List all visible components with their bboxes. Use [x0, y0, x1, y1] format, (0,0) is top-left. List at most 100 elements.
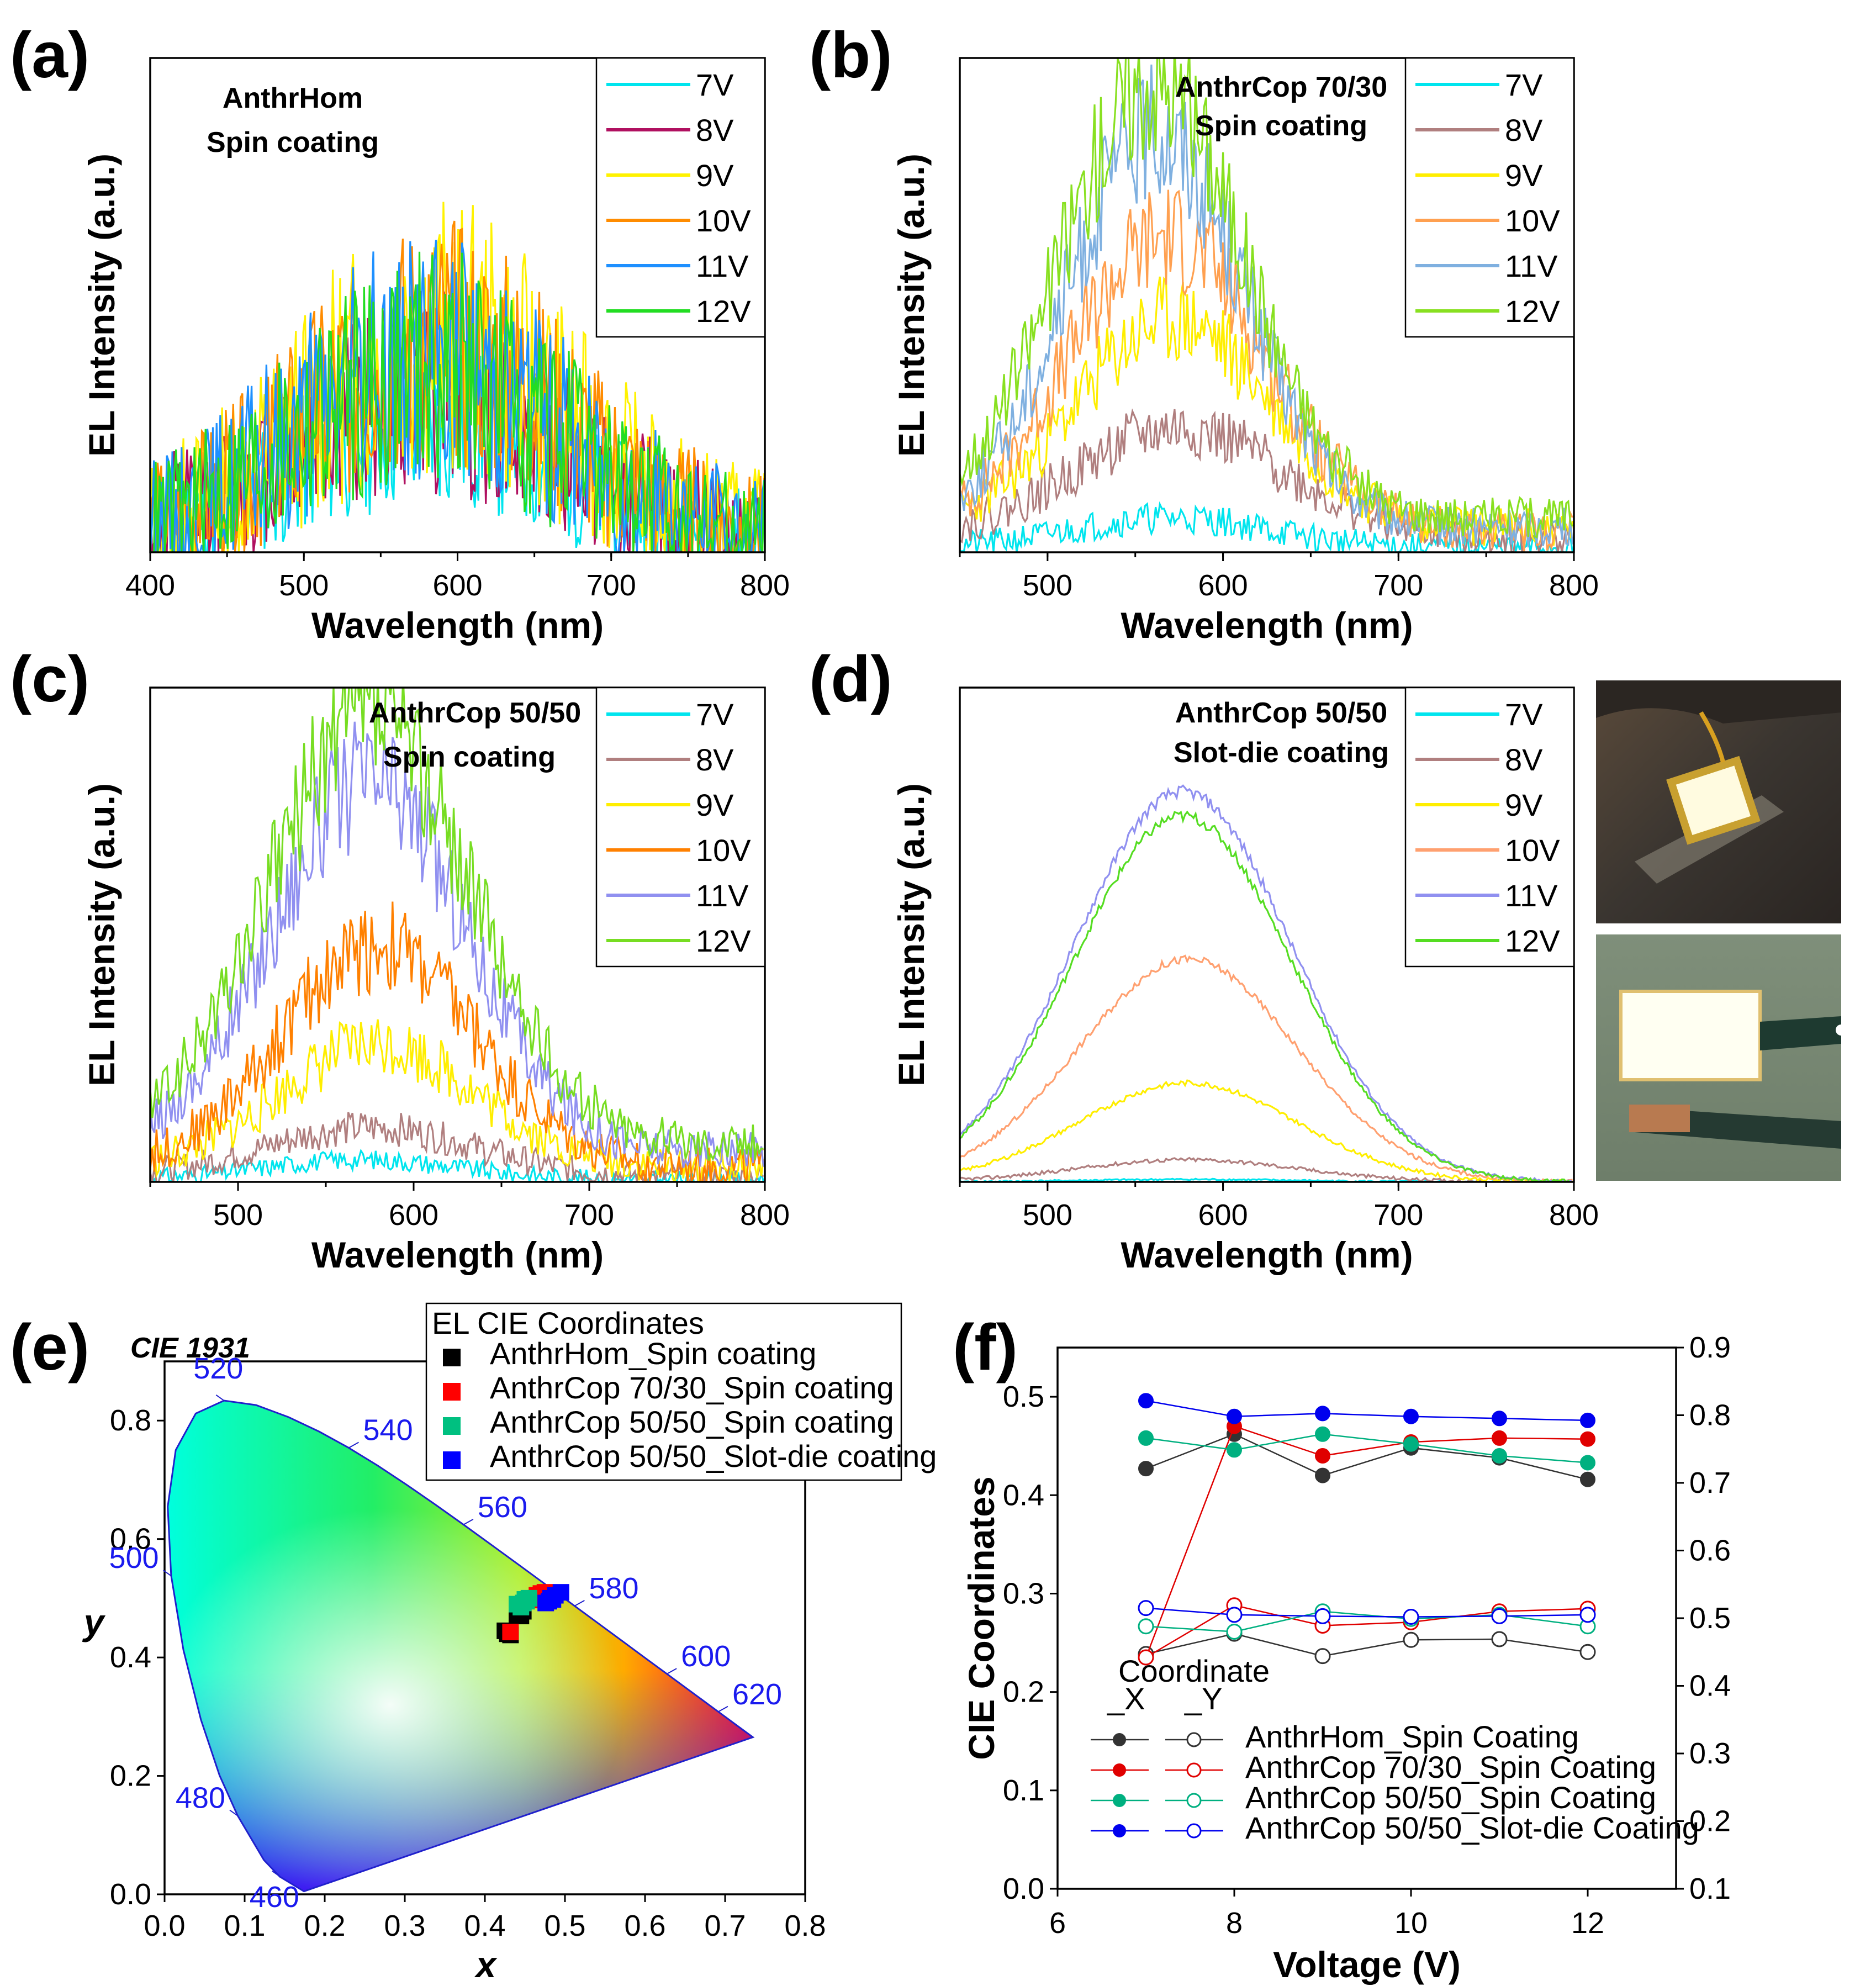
x-tick-label: 500 [1023, 569, 1072, 602]
series-line-7V [150, 1148, 765, 1182]
series-line-8V [960, 408, 1573, 552]
legend-title: Coordinate [1118, 1654, 1270, 1688]
panel-label-f: (f) [953, 1311, 1018, 1384]
y-tick-label: 0.5 [1003, 1380, 1044, 1413]
point-x-AnthrCop 50/50_Spin Coating [1227, 1442, 1242, 1458]
legend-marker-y [1186, 1762, 1202, 1778]
wavelength-label-580: 580 [589, 1572, 638, 1605]
x-tick-label: 800 [1549, 569, 1599, 602]
x-tick-label: 400 [125, 569, 175, 602]
x-tick-label: 0.2 [304, 1909, 345, 1942]
legend-label-8V: 8V [696, 742, 734, 777]
x-axis-title: Wavelength (nm) [311, 605, 604, 646]
x-axis-title: Voltage (V) [1273, 1944, 1461, 1985]
legend-marker-y [1186, 1732, 1202, 1747]
series-line-9V [960, 276, 1574, 546]
x-axis-title: Wavelength (nm) [1121, 1234, 1413, 1275]
spectrum-panel-b: 500 600 700 800 Wavelength (nm) EL Intensity … [891, 57, 1599, 646]
legend-label-10V: 10V [696, 833, 751, 868]
series-line-10V [960, 189, 1573, 552]
legend-label-11V: 11V [1505, 249, 1558, 283]
point-y-AnthrHom_Spin Coating [1403, 1631, 1419, 1648]
legend-label-7V: 7V [1505, 67, 1543, 102]
point-x-AnthrCop 50/50_Slot-die Coating [1492, 1411, 1507, 1427]
x-tick-label: 12 [1571, 1906, 1604, 1940]
x-tick-label: 600 [389, 1198, 438, 1232]
point-x-AnthrCop 50/50_Spin Coating [1492, 1448, 1507, 1464]
panel-label-a: (a) [10, 19, 89, 92]
y-tick-label: 0.3 [1003, 1577, 1044, 1610]
x-tick-label: 0.7 [704, 1909, 746, 1942]
wavelength-label-520: 520 [193, 1352, 243, 1385]
point-x-AnthrCop 50/50_Slot-die Coating [1138, 1393, 1154, 1409]
point-x-AnthrCop 50/50_Slot-die Coating [1580, 1412, 1595, 1428]
x-tick-label: 6 [1049, 1906, 1066, 1940]
x-tick-label: 600 [432, 569, 482, 602]
wavelength-tick [666, 1668, 677, 1675]
x-tick-label: 700 [586, 569, 636, 602]
legend-box [1404, 686, 1575, 968]
y-axis-title: EL Intensity (a.u.) [81, 783, 122, 1086]
legend-marker-y [1186, 1823, 1202, 1839]
legend-label-12V: 12V [696, 294, 751, 329]
spectrum-panel-c: 500 600 700 800 Wavelength (nm) EL Intensity … [81, 686, 790, 1275]
point-y-AnthrCop 50/50_Slot-die Coating [1491, 1608, 1508, 1624]
point-x-AnthrCop 50/50_Spin Coating [1403, 1436, 1419, 1452]
point-y-AnthrHom_Spin Coating [1579, 1644, 1596, 1660]
y2-tick-label: 0.4 [1689, 1670, 1731, 1703]
y2-tick-label: 0.6 [1689, 1534, 1731, 1567]
wavelength-label-480: 480 [176, 1781, 225, 1814]
legend-col-x: _X [1107, 1681, 1145, 1716]
device-photo-top [1596, 680, 1841, 923]
wavelength-tick [463, 1519, 474, 1525]
y-tick-label: 0.4 [1003, 1478, 1044, 1512]
legend-box [425, 1302, 902, 1481]
y-axis-title: EL Intensity (a.u.) [891, 783, 932, 1086]
wavelength-label-540: 540 [363, 1414, 413, 1447]
legend-label-12V: 12V [696, 923, 751, 958]
legend-label-7V: 7V [696, 67, 734, 102]
x-tick-label: 0.0 [144, 1909, 185, 1942]
x-tick-label: 500 [279, 569, 329, 602]
panel-label-e: (e) [10, 1311, 89, 1384]
device-photo-bottom [1596, 934, 1847, 1181]
legend-label-8V: 8V [1505, 742, 1543, 777]
legend-label: AnthrHom_Spin coating [490, 1336, 816, 1371]
wavelength-tick [574, 1599, 585, 1607]
legend-label-9V: 9V [696, 158, 734, 193]
x-tick-label: 800 [740, 1198, 790, 1232]
chart-title-line: Spin coating [1195, 110, 1367, 142]
x-tick-label: 500 [213, 1198, 263, 1232]
point-y-AnthrCop 50/50_Spin Coating [1138, 1618, 1154, 1635]
legend-label-10V: 10V [1505, 833, 1560, 868]
legend-swatch [443, 1451, 461, 1469]
wavelength-tick [215, 1394, 224, 1401]
x-tick-label: 700 [1373, 569, 1423, 602]
point-x-AnthrCop 70/30_Spin Coating [1580, 1431, 1595, 1447]
cie-point-AnthrCop 70/30_Spin coating [502, 1624, 519, 1641]
x-axis-title: Wavelength (nm) [311, 1234, 604, 1275]
point-x-AnthrCop 50/50_Spin Coating [1315, 1426, 1330, 1442]
y-tick-label: 0.2 [110, 1760, 151, 1793]
chart-title-line: Spin coating [207, 126, 379, 159]
y-tick-label: 0.4 [110, 1641, 151, 1674]
legend-label: AnthrCop 50/50_Spin coating [490, 1404, 894, 1439]
point-x-AnthrHom_Spin Coating [1138, 1461, 1154, 1477]
series-line-x-AnthrCop 50/50_Spin Coating [1145, 1433, 1588, 1464]
y-axis-title: EL Intensity (a.u.) [891, 154, 932, 457]
legend-label-10V: 10V [696, 203, 751, 238]
chart-title-line: AnthrCop 70/30 [1175, 71, 1387, 103]
legend-label-8V: 8V [696, 113, 734, 147]
legend-title: EL CIE Coordinates [432, 1306, 704, 1340]
y2-tick-label: 0.3 [1689, 1737, 1731, 1770]
legend-box [595, 57, 766, 338]
legend-col-y: _Y [1184, 1681, 1223, 1716]
legend-label-11V: 11V [1505, 878, 1558, 913]
point-y-AnthrCop 50/50_Spin Coating [1226, 1624, 1243, 1640]
spectrum-panel-a: 400 500 600 700 800 Wavelength (nm) EL Intensi… [81, 57, 790, 646]
x-axis-title: x [474, 1944, 498, 1985]
chart-title: CIE 1931 [130, 1332, 250, 1364]
legend-label-9V: 9V [1505, 158, 1543, 193]
y-tick-label: 0.8 [110, 1404, 151, 1437]
wavelength-label-500: 500 [109, 1541, 158, 1575]
